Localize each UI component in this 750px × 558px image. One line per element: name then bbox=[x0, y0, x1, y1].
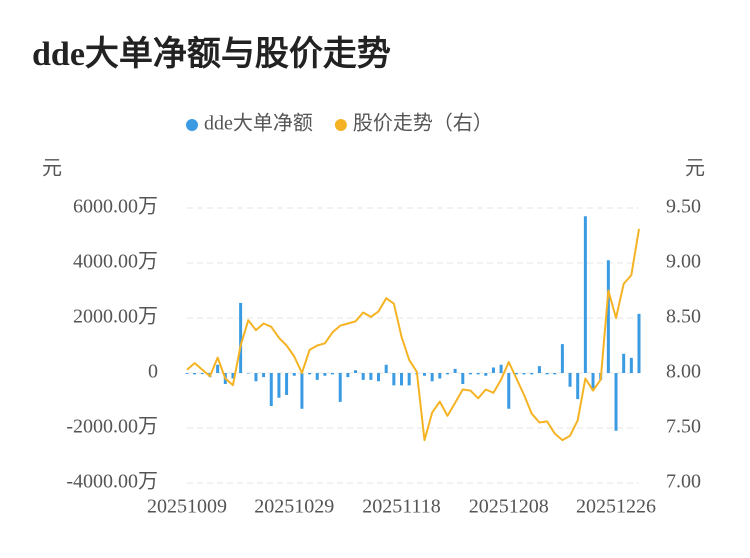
bar bbox=[545, 373, 549, 375]
y-tick-label: -2000.00万 bbox=[66, 416, 158, 438]
legend-label: dde大单净额 bbox=[204, 112, 313, 135]
bar bbox=[262, 373, 266, 378]
bar bbox=[269, 373, 273, 406]
bar bbox=[193, 373, 197, 375]
bar bbox=[369, 373, 373, 380]
y2-axis-label: 元 bbox=[685, 158, 705, 180]
bar bbox=[200, 373, 204, 375]
bar bbox=[246, 373, 250, 374]
bar bbox=[361, 373, 365, 380]
bar bbox=[637, 313, 641, 373]
y-tick-label: 6000.00万 bbox=[73, 196, 158, 218]
bar bbox=[553, 373, 557, 375]
y-axis-label: 元 bbox=[42, 158, 62, 180]
bar bbox=[468, 373, 472, 375]
y-tick-label: 4000.00万 bbox=[73, 251, 158, 273]
bar bbox=[499, 364, 503, 373]
bar bbox=[514, 373, 518, 375]
bar bbox=[430, 373, 434, 382]
bar bbox=[331, 373, 335, 375]
legend-marker bbox=[334, 119, 347, 131]
bar bbox=[346, 373, 350, 378]
chart-title: dde大单净额与股价走势 bbox=[32, 35, 391, 73]
y2-tick-label: 8.00 bbox=[666, 361, 701, 383]
bar bbox=[537, 366, 541, 373]
bar bbox=[354, 370, 358, 373]
bar bbox=[308, 373, 312, 375]
bar bbox=[231, 373, 235, 379]
y2-tick-label: 7.50 bbox=[666, 416, 701, 438]
bar bbox=[507, 373, 511, 409]
bar bbox=[622, 353, 626, 373]
x-tick-label: 20251118 bbox=[362, 496, 441, 518]
bar bbox=[292, 373, 296, 376]
bar bbox=[614, 373, 618, 431]
legend-label: 股价走势（右） bbox=[353, 112, 493, 135]
bar bbox=[453, 368, 457, 373]
bar bbox=[476, 373, 480, 375]
legend-marker bbox=[186, 119, 198, 131]
x-tick-label: 20251226 bbox=[576, 496, 656, 518]
x-tick-label: 20251208 bbox=[469, 496, 549, 518]
bar bbox=[576, 373, 580, 400]
price-line bbox=[186, 228, 640, 442]
bar bbox=[438, 373, 442, 379]
bar bbox=[491, 367, 495, 373]
bar bbox=[185, 373, 189, 374]
bar bbox=[300, 373, 304, 409]
bar bbox=[484, 373, 488, 376]
bar bbox=[377, 373, 381, 382]
bar bbox=[254, 373, 258, 382]
bar bbox=[568, 373, 572, 387]
x-tick-label: 20251029 bbox=[254, 496, 334, 518]
bar bbox=[392, 373, 396, 386]
bar bbox=[216, 364, 220, 373]
bar bbox=[407, 373, 411, 386]
bar bbox=[239, 302, 243, 373]
bar bbox=[629, 357, 633, 373]
bar bbox=[384, 364, 388, 373]
bar bbox=[400, 373, 404, 386]
bar bbox=[461, 373, 465, 384]
bar bbox=[338, 373, 342, 402]
y-tick-label: 0 bbox=[148, 361, 158, 383]
bar bbox=[445, 373, 449, 375]
bar bbox=[606, 260, 610, 373]
bar bbox=[285, 373, 289, 395]
bar bbox=[583, 216, 587, 373]
bar bbox=[560, 344, 564, 373]
y2-tick-label: 8.50 bbox=[666, 306, 701, 328]
y2-tick-label: 9.00 bbox=[666, 251, 701, 273]
y2-tick-label: 7.00 bbox=[666, 471, 701, 493]
y2-tick-label: 9.50 bbox=[666, 196, 701, 218]
bar bbox=[323, 373, 327, 376]
y-tick-label: 2000.00万 bbox=[73, 306, 158, 328]
bar bbox=[522, 373, 526, 375]
x-tick-label: 20251009 bbox=[147, 496, 227, 518]
bar bbox=[422, 373, 426, 376]
bar bbox=[315, 373, 319, 380]
bar bbox=[530, 373, 534, 375]
bar bbox=[277, 373, 281, 398]
bar bbox=[591, 373, 595, 390]
y-tick-label: -4000.00万 bbox=[66, 471, 158, 493]
